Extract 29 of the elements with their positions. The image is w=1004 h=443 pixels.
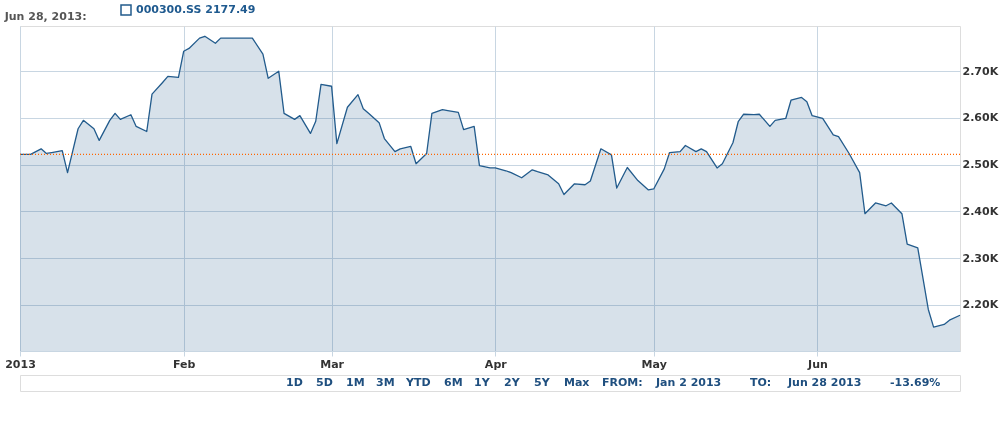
x-tick-label: 2013: [5, 357, 36, 371]
x-tick-label: May: [641, 357, 667, 371]
x-tick-label: Jun: [807, 357, 828, 371]
text: 2Y: [504, 376, 521, 389]
x-tick-label: Feb: [173, 357, 196, 371]
y-tick-label: 2.20K: [962, 298, 999, 312]
y-tick-label: 2.40K: [962, 204, 999, 218]
text: 5Y: [534, 376, 551, 389]
text: Max: [564, 376, 590, 389]
y-tick-label: 2.50K: [962, 158, 999, 172]
text: TO:: [750, 376, 772, 389]
text: 5D: [316, 376, 333, 389]
text: 1Y: [474, 376, 491, 389]
chart-title: Jun 28, 2013:: [3, 10, 87, 23]
text: Jun 28 2013: [787, 376, 862, 389]
y-tick-label: 2.30K: [962, 251, 999, 265]
x-tick-label: Mar: [320, 357, 345, 371]
text: 3M: [376, 376, 395, 389]
legend-label: 000300.SS 2177.49: [136, 3, 256, 16]
text: 1M: [346, 376, 365, 389]
y-tick-label: 2.70K: [962, 64, 999, 78]
text: FROM:: [602, 376, 643, 389]
text: YTD: [405, 376, 431, 389]
text: Jan 2 2013: [655, 376, 722, 389]
x-tick-label: Apr: [484, 357, 508, 371]
y-tick-label: 2.60K: [962, 111, 999, 125]
text: -13.69%: [890, 376, 941, 389]
text: 6M: [444, 376, 463, 389]
text: 1D: [286, 376, 303, 389]
